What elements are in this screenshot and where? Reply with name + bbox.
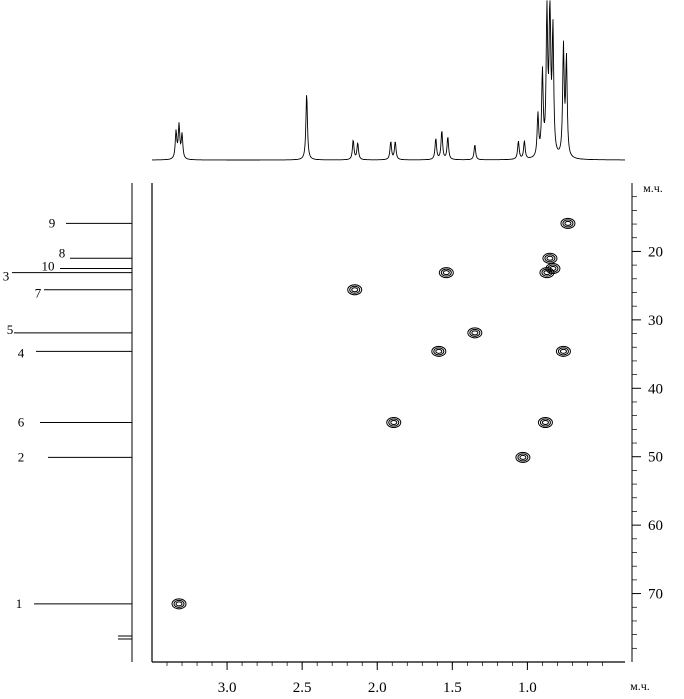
y-axis-unit-label: м.ч.: [643, 181, 663, 195]
contour-ring: [471, 330, 479, 336]
contour-ring: [515, 451, 531, 463]
cross-peak: [171, 598, 187, 610]
contour-ring: [541, 420, 549, 425]
contour-ring: [539, 267, 555, 279]
contour-ring: [390, 420, 398, 425]
carbon-signal-label: 1: [16, 596, 23, 611]
contour-ring: [517, 453, 529, 462]
plot-frame: [151, 183, 625, 663]
contour-ring: [440, 268, 452, 277]
contour-ring: [549, 266, 557, 272]
contour-ring: [541, 268, 553, 277]
cross-peak: [542, 252, 558, 264]
x-tick-label: 2.0: [368, 680, 387, 696]
cross-peak: [386, 417, 402, 428]
contour-ring: [560, 217, 576, 229]
proton-projection: [152, 0, 625, 161]
cross-peak: [438, 267, 454, 279]
carbon-signal-label: 9: [49, 215, 56, 230]
contour-ring: [539, 418, 551, 427]
y-axis: 20 30 40 50 60 70: [631, 183, 663, 662]
contour-ring: [386, 417, 402, 428]
carbon-signal-label: 3: [3, 269, 10, 284]
x-tick-label: 3.0: [218, 680, 237, 696]
contour-ring: [173, 599, 185, 608]
x-axis-unit-label: м.ч.: [630, 679, 650, 693]
contour-ring: [438, 267, 454, 279]
contour-ring: [469, 328, 481, 337]
carbon-signal-label: 5: [7, 322, 14, 337]
y-tick-label: 60: [648, 518, 663, 534]
contour-ring: [175, 601, 183, 607]
carbon-signal-label: 2: [18, 449, 25, 464]
cross-peak: [560, 217, 576, 229]
x-tick-label: 2.5: [293, 680, 312, 696]
cross-peaks: [171, 217, 576, 610]
cross-peak: [539, 267, 555, 279]
contour-ring: [388, 418, 400, 427]
y-tick-label: 30: [648, 313, 663, 329]
y-tick-label: 70: [648, 587, 663, 603]
contour-ring: [347, 284, 363, 296]
contour-ring: [431, 345, 447, 357]
contour-ring: [519, 454, 527, 460]
y-tick-label: 50: [648, 450, 663, 466]
cross-peak: [431, 345, 447, 357]
contour-ring: [171, 598, 187, 610]
contour-ring: [557, 347, 569, 356]
contour-ring: [546, 255, 554, 261]
contour-ring: [544, 254, 556, 263]
carbon-signal-label: 4: [18, 345, 25, 360]
contour-ring: [555, 345, 571, 357]
x-axis: 3.0 2.5 2.0 1.5 1.0: [166, 662, 603, 696]
y-tick-label: 40: [648, 381, 663, 397]
contour-ring: [537, 417, 553, 428]
contour-ring: [559, 348, 567, 354]
contour-ring: [442, 270, 450, 276]
contour-ring: [433, 347, 445, 356]
x-tick-label: 1.5: [443, 680, 462, 696]
y-tick-label: 20: [648, 244, 663, 260]
contour-ring: [542, 252, 558, 264]
cross-peak: [347, 284, 363, 296]
cross-peak: [555, 345, 571, 357]
contour-ring: [435, 348, 443, 354]
contour-ring: [545, 263, 561, 275]
cross-peak: [515, 451, 531, 463]
cross-peak: [467, 327, 483, 339]
x-tick-label: 1.0: [518, 680, 537, 696]
contour-ring: [564, 220, 572, 226]
cross-peak: [537, 417, 553, 428]
carbon-signal-label: 7: [35, 286, 42, 301]
proton-projection-trace: [152, 0, 625, 161]
cross-peak: [545, 263, 561, 275]
contour-ring: [562, 219, 574, 228]
contour-ring: [547, 264, 559, 273]
contour-ring: [351, 287, 359, 293]
carbon-signal-label: 8: [59, 245, 66, 260]
carbon-projection: 98 10 3 7 54 6 2 1: [3, 183, 133, 662]
carbon-signal-label: 6: [18, 415, 25, 430]
contour-ring: [467, 327, 483, 339]
contour-ring: [349, 285, 361, 294]
carbon-signal-label: 10: [42, 259, 55, 274]
